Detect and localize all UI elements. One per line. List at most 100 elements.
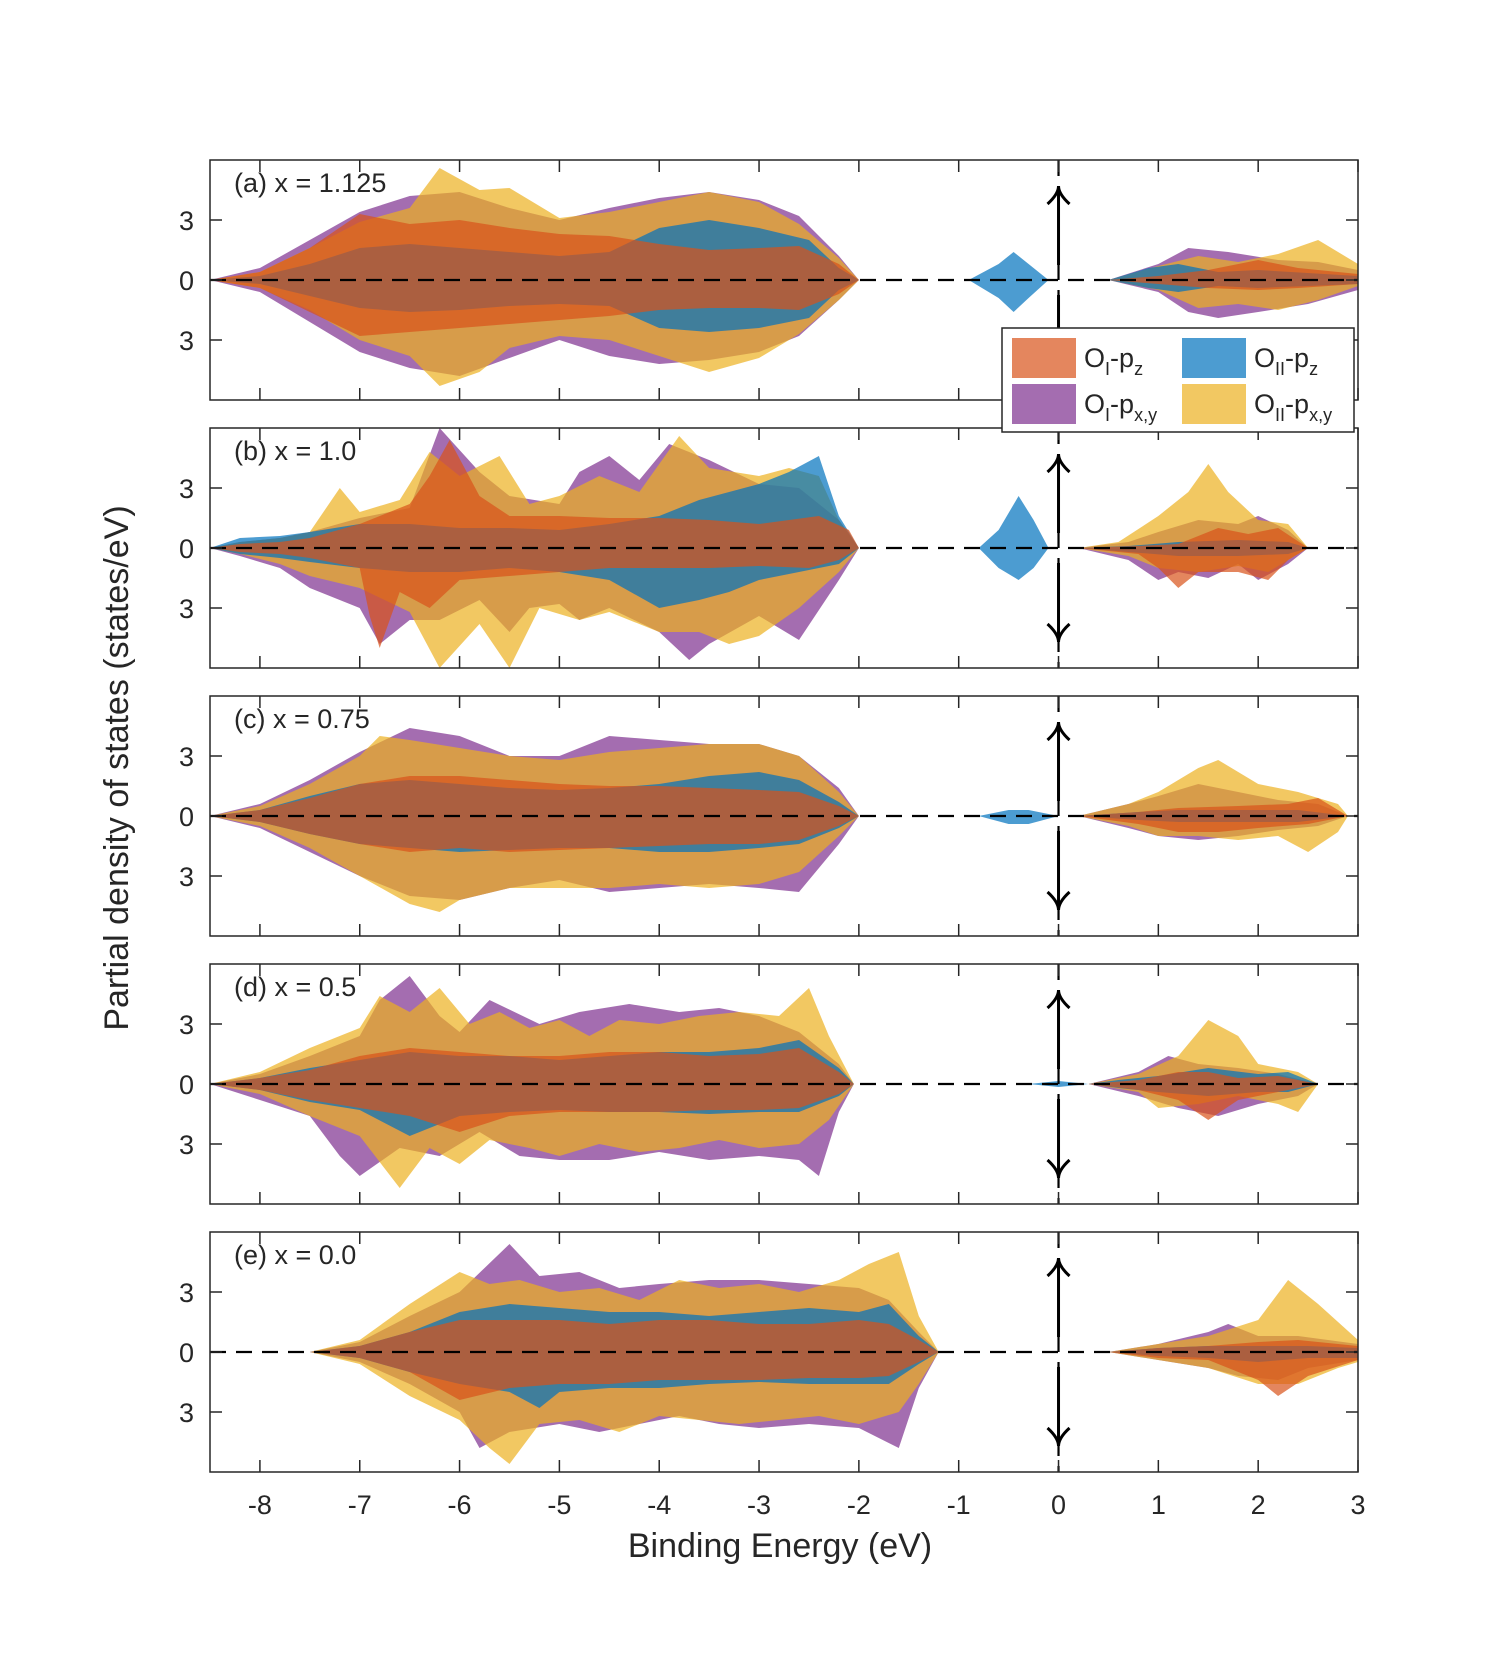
spin-down-arrow-icon xyxy=(1046,1099,1071,1179)
y-tick-label: 0 xyxy=(179,266,194,296)
legend-label-part: O xyxy=(1084,343,1105,373)
pdos-area-oi-pz xyxy=(210,776,1348,852)
pdos-area-oi-pz xyxy=(309,1320,1358,1400)
spin-up-arrow-icon xyxy=(1046,185,1071,265)
legend-label-part: - xyxy=(1110,389,1119,419)
x-tick-label: 0 xyxy=(1051,1490,1066,1520)
legend-label-part: II xyxy=(1275,359,1285,379)
panel-0: 3 0 3 (a) x = 1.125 xyxy=(179,159,1359,401)
y-axis-label: Partial density of states (states/eV) xyxy=(98,505,136,1030)
x-tick-label: -8 xyxy=(248,1490,272,1520)
legend-label-part: p xyxy=(1119,389,1134,419)
legend-label-part: I xyxy=(1105,359,1110,379)
spin-down-arrow-icon xyxy=(1046,831,1071,911)
legend-label: OII-pz xyxy=(1254,343,1318,379)
spin-down-arrow-head xyxy=(1046,622,1071,643)
x-tick-label: -1 xyxy=(947,1490,971,1520)
spin-down-arrow-icon xyxy=(1046,1367,1071,1447)
legend-label-part: z xyxy=(1309,359,1318,379)
legend-label-part: - xyxy=(1285,389,1294,419)
panel-1: 3 0 3 (b) x = 1.0 xyxy=(179,427,1359,669)
legend-label: OI-pz xyxy=(1084,343,1143,379)
legend-label-part: O xyxy=(1254,389,1275,419)
spin-down-arrow-head xyxy=(1046,890,1071,911)
legend-label: OI-px,y xyxy=(1084,389,1157,425)
y-tick-label: 3 xyxy=(179,1010,194,1040)
panel-series-group xyxy=(210,976,1319,1188)
spin-up-arrow-icon xyxy=(1046,721,1071,801)
y-tick-label: 3 xyxy=(179,594,194,624)
legend-item-oii-pz: OII-pz xyxy=(1182,338,1318,379)
y-tick-label: 3 xyxy=(179,326,194,356)
legend-label-part: p xyxy=(1294,343,1309,373)
y-tick-label: 0 xyxy=(179,1070,194,1100)
y-tick-label: 3 xyxy=(179,862,194,892)
spin-up-arrow-head xyxy=(1046,721,1071,742)
panel-series-group xyxy=(210,428,1309,668)
spin-up-arrow-head xyxy=(1046,1257,1071,1278)
panel-series-group xyxy=(210,728,1348,912)
spin-up-arrow-icon xyxy=(1046,453,1071,533)
spin-down-arrow-icon xyxy=(1046,563,1071,643)
legend-item-oii-pxy: OII-px,y xyxy=(1182,384,1332,425)
legend-swatch xyxy=(1012,384,1076,424)
y-tick-label: 3 xyxy=(179,1130,194,1160)
legend-label-part: - xyxy=(1285,343,1294,373)
panel-label: (e) x = 0.0 xyxy=(234,1240,356,1270)
legend-label-part: - xyxy=(1110,343,1119,373)
x-tick-label: -5 xyxy=(547,1490,571,1520)
x-tick-label: 3 xyxy=(1350,1490,1365,1520)
legend-label-part: p xyxy=(1119,343,1134,373)
y-tick-label: 0 xyxy=(179,1338,194,1368)
legend-label-part: O xyxy=(1084,389,1105,419)
panel-2: 3 0 3 (c) x = 0.75 xyxy=(179,695,1359,937)
y-tick-label: 3 xyxy=(179,1398,194,1428)
x-tick-label: -4 xyxy=(647,1490,671,1520)
spin-up-arrow-icon xyxy=(1046,989,1071,1069)
x-tick-label: -3 xyxy=(747,1490,771,1520)
x-tick-label: 1 xyxy=(1151,1490,1166,1520)
x-tick-label: -7 xyxy=(348,1490,372,1520)
x-tick-label: 2 xyxy=(1251,1490,1266,1520)
spin-down-arrow-head xyxy=(1046,1426,1071,1447)
legend-swatch xyxy=(1012,338,1076,378)
panel-series-group xyxy=(309,1244,1358,1464)
legend-label: OII-px,y xyxy=(1254,389,1332,425)
legend-swatch xyxy=(1182,384,1246,424)
spin-up-arrow-head xyxy=(1046,989,1071,1010)
x-tick-label: -6 xyxy=(448,1490,472,1520)
pdos-area-oi-pz xyxy=(210,440,1309,648)
pdos-area-oi-pz xyxy=(210,214,1358,336)
legend-label-part: x,y xyxy=(1309,405,1332,425)
legend-swatch xyxy=(1182,338,1246,378)
spin-down-arrow-head xyxy=(1046,1158,1071,1179)
y-tick-label: 3 xyxy=(179,742,194,772)
panel-4: 3 0 3 -8 -7 -6 -5 -4 -3 -2 -1 0 1 2 3 (e) x = 0.0 xyxy=(179,1231,1366,1520)
legend-label-part: p xyxy=(1294,389,1309,419)
y-tick-label: 3 xyxy=(179,206,194,236)
x-axis-label: Binding Energy (eV) xyxy=(628,1527,932,1565)
legend-label-part: I xyxy=(1105,405,1110,425)
y-tick-label: 0 xyxy=(179,802,194,832)
panel-label: (c) x = 0.75 xyxy=(234,704,370,734)
pdos-area-oi-pz xyxy=(210,1048,1319,1132)
legend-label-part: II xyxy=(1275,405,1285,425)
y-tick-label: 3 xyxy=(179,474,194,504)
y-tick-label: 3 xyxy=(179,1278,194,1308)
legend-label-part: z xyxy=(1134,359,1143,379)
spin-up-arrow-head xyxy=(1046,185,1071,206)
panel-label: (b) x = 1.0 xyxy=(234,436,356,466)
spin-up-arrow-head xyxy=(1046,453,1071,474)
panel-series-group xyxy=(210,168,1358,386)
legend-item-oi-pz: OI-pz xyxy=(1012,338,1143,379)
legend-item-oi-pxy: OI-px,y xyxy=(1012,384,1157,425)
y-tick-label: 0 xyxy=(179,534,194,564)
legend-label-part: O xyxy=(1254,343,1275,373)
legend-label-part: x,y xyxy=(1134,405,1157,425)
panels-group: 3 0 3 (a) x = 1.125 3 0 3 (b) x = 1.0 3 0 3 (c) x =… xyxy=(179,159,1366,1520)
panel-label: (a) x = 1.125 xyxy=(234,168,386,198)
panel-label: (d) x = 0.5 xyxy=(234,972,356,1002)
x-tick-label: -2 xyxy=(847,1490,871,1520)
